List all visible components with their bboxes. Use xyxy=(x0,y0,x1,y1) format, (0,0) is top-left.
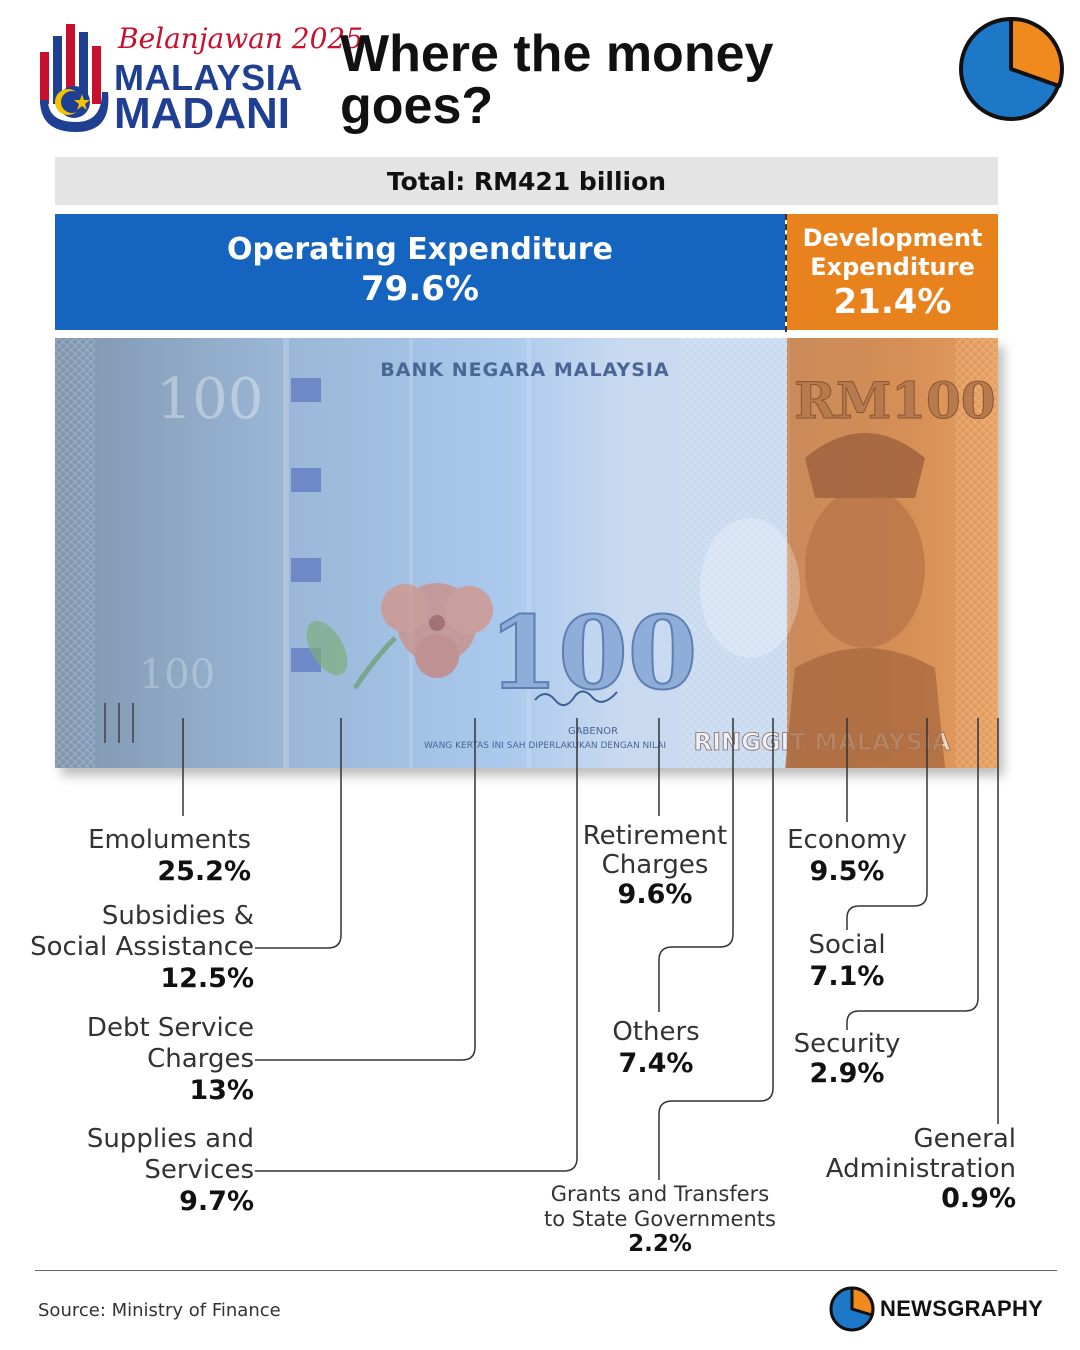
operating-expenditure-header: Operating Expenditure 79.6% xyxy=(55,214,785,330)
label-economy: Economy 9.5% xyxy=(770,825,924,887)
group-divider xyxy=(785,214,787,332)
value-economy: 9.5% xyxy=(809,856,885,887)
value-subsidies: 12.5% xyxy=(160,963,254,994)
label-retirement: Retirement Charges 9.6% xyxy=(574,822,736,910)
operating-expenditure-title: Operating Expenditure xyxy=(227,232,613,267)
logo-malaysia-text: MALAYSIA xyxy=(114,57,303,98)
operating-expenditure-value: 79.6% xyxy=(361,269,479,309)
label-grants: Grants and Transfers to State Government… xyxy=(520,1182,800,1257)
brand-text: NEWSGRAPHY xyxy=(880,1296,1044,1321)
value-others: 7.4% xyxy=(618,1048,694,1079)
banknote-rm-text: RM100 xyxy=(794,371,995,430)
value-general-administration: 0.9% xyxy=(941,1183,1016,1214)
value-debt-service: 13% xyxy=(189,1075,254,1106)
label-supplies: Supplies and Services 9.7% xyxy=(86,1124,254,1217)
banknote-watermark-text: 100 xyxy=(157,367,264,432)
development-expenditure-header: Development Expenditure 21.4% xyxy=(787,214,998,330)
development-expenditure-title: Development Expenditure xyxy=(802,224,983,281)
banknote-blue-section xyxy=(55,338,787,768)
total-bar: Total: RM421 billion xyxy=(55,157,998,205)
label-security: Security 2.9% xyxy=(770,1029,924,1089)
label-emoluments: Emoluments 25.2% xyxy=(88,825,251,887)
label-debt-service: Debt Service Charges 13% xyxy=(86,1013,254,1106)
label-social: Social 7.1% xyxy=(770,930,924,992)
banknote-signature xyxy=(534,690,618,707)
banknote-small-denomination-text: 100 xyxy=(139,652,215,698)
label-subsidies: Subsidies & Social Assistance 12.5% xyxy=(30,901,254,994)
value-retirement: 9.6% xyxy=(617,879,693,910)
leader-debt-service xyxy=(255,718,476,1061)
banknote-gabenor-text: GABENOR xyxy=(568,726,618,737)
headline: Where the money goes? xyxy=(340,25,774,135)
logo-script-text: Belanjawan 2025 xyxy=(118,22,364,55)
newsgraphy-logo-icon xyxy=(829,1286,875,1332)
hibiscus-flower xyxy=(306,583,493,690)
source-text: Source: Ministry of Finance xyxy=(38,1300,281,1321)
pie-chart-icon xyxy=(959,16,1064,121)
leader-supplies xyxy=(255,718,578,1172)
label-others: Others 7.4% xyxy=(576,1017,736,1079)
value-emoluments: 25.2% xyxy=(157,856,251,887)
portrait-figure xyxy=(700,433,945,768)
leader-grants xyxy=(658,718,774,1180)
banknote-graphic: BANK NEGARA MALAYSIA 100 100 100 RM100 R… xyxy=(55,338,998,768)
madani-logo-icon xyxy=(40,24,109,132)
value-supplies: 9.7% xyxy=(179,1186,254,1217)
development-expenditure-value: 21.4% xyxy=(833,282,952,322)
value-social: 7.1% xyxy=(809,961,885,992)
footer-rule xyxy=(35,1270,1057,1271)
logo-madani-text: MADANI xyxy=(114,89,290,138)
banknote-bank-text: BANK NEGARA MALAYSIA xyxy=(380,359,669,381)
value-grants: 2.2% xyxy=(628,1231,692,1257)
banknote-denomination-text: 100 xyxy=(489,594,698,712)
value-security: 2.9% xyxy=(809,1058,885,1089)
banknote-legal-text: WANG KERTAS INI SAH DIPERLAKUKAN DENGAN … xyxy=(424,741,666,751)
label-general-administration: General Administration 0.9% xyxy=(825,1124,1016,1214)
